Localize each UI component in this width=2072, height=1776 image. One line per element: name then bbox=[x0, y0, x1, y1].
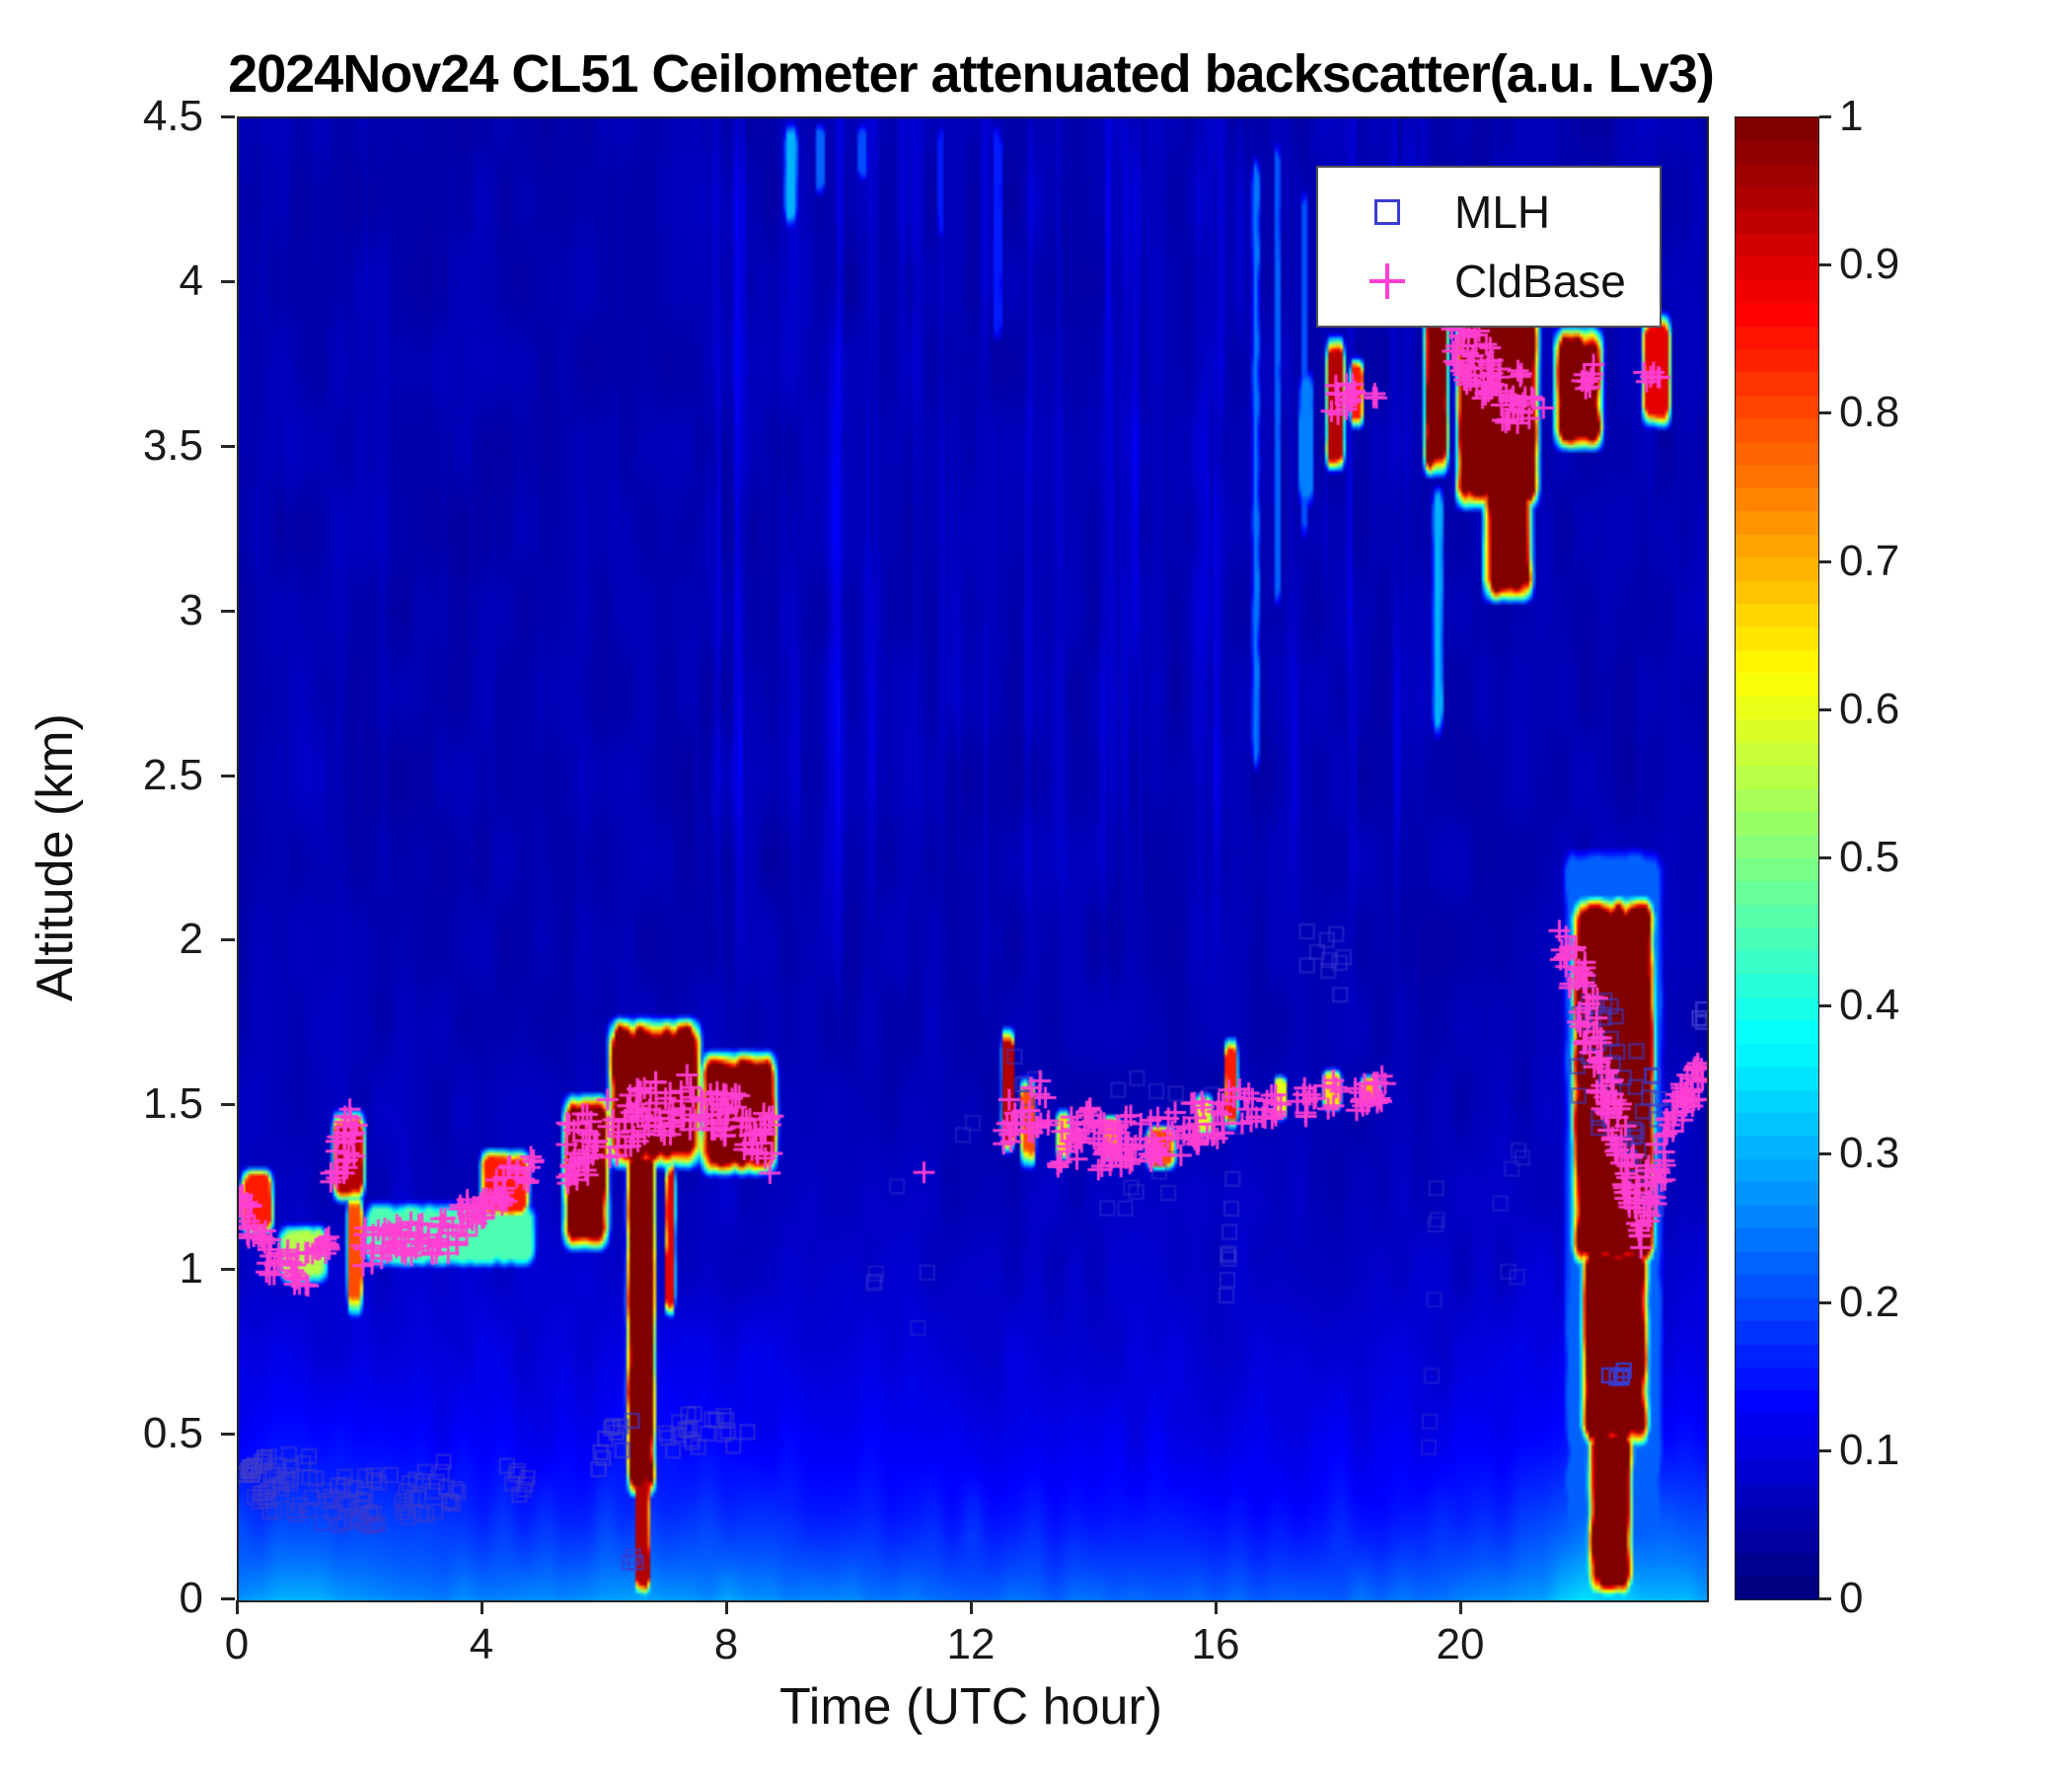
colorbar-tick-mark bbox=[1819, 1004, 1831, 1008]
y-tick-label: 3 bbox=[179, 585, 203, 634]
colorbar-tick-label: 1 bbox=[1839, 92, 1864, 140]
y-tick-mark bbox=[221, 1597, 235, 1600]
colorbar-tick-mark bbox=[1819, 856, 1831, 859]
legend-item-cldbase: CldBase bbox=[1318, 247, 1660, 316]
colorbar-tick-mark bbox=[1819, 1448, 1831, 1452]
scatter-markers-canvas bbox=[239, 118, 1707, 1600]
y-tick-label: 2 bbox=[179, 915, 203, 964]
legend-marker-cell bbox=[1348, 199, 1427, 225]
y-tick-mark bbox=[221, 279, 235, 283]
y-tick-mark bbox=[221, 774, 235, 777]
colorbar-tick-label: 0 bbox=[1839, 1574, 1864, 1622]
x-axis-label: Time (UTC hour) bbox=[778, 1678, 1163, 1736]
x-tick-label: 4 bbox=[469, 1620, 494, 1668]
y-tick-label: 1 bbox=[179, 1244, 203, 1294]
colorbar-tick-label: 0.2 bbox=[1839, 1277, 1900, 1326]
colorbar-tick-mark bbox=[1819, 263, 1831, 267]
colorbar-tick-mark bbox=[1819, 1152, 1831, 1156]
y-tick-label: 2.5 bbox=[142, 750, 203, 799]
colorbar-tick-label: 0.6 bbox=[1839, 684, 1900, 733]
colorbar-tick-label: 0.5 bbox=[1839, 833, 1900, 881]
x-tick-mark bbox=[1459, 1600, 1462, 1614]
x-tick-mark bbox=[481, 1600, 483, 1614]
x-tick-label: 16 bbox=[1191, 1620, 1240, 1668]
cldbase-plus-marker-icon bbox=[1369, 263, 1405, 299]
y-tick-mark bbox=[221, 609, 235, 613]
y-tick-mark bbox=[221, 1103, 235, 1107]
colorbar-tick-mark bbox=[1819, 1597, 1831, 1600]
legend: MLH CldBase bbox=[1316, 166, 1662, 328]
colorbar-tick-label: 0.3 bbox=[1839, 1129, 1900, 1178]
colorbar-tick-mark bbox=[1819, 115, 1831, 118]
x-tick-mark bbox=[1215, 1600, 1218, 1614]
legend-item-mlh: MLH bbox=[1318, 178, 1660, 247]
y-tick-label: 0.5 bbox=[142, 1409, 203, 1458]
y-tick-mark bbox=[221, 1433, 235, 1437]
legend-label-cldbase: CldBase bbox=[1454, 256, 1626, 307]
colorbar-tick-label: 0.8 bbox=[1839, 388, 1900, 437]
x-tick-label: 12 bbox=[946, 1620, 996, 1668]
mlh-square-marker-icon bbox=[1374, 199, 1400, 225]
legend-marker-cell bbox=[1348, 263, 1427, 299]
y-tick-mark bbox=[221, 938, 235, 942]
y-tick-label: 4 bbox=[179, 256, 203, 305]
colorbar-tick-mark bbox=[1819, 707, 1831, 711]
y-tick-mark bbox=[221, 115, 235, 118]
y-tick-label: 3.5 bbox=[142, 420, 203, 470]
colorbar-tick-label: 0.9 bbox=[1839, 240, 1900, 289]
x-tick-mark bbox=[725, 1600, 728, 1614]
x-tick-mark bbox=[970, 1600, 973, 1614]
y-tick-mark bbox=[221, 444, 235, 448]
colorbar-tick-mark bbox=[1819, 411, 1831, 415]
x-tick-label: 8 bbox=[713, 1620, 739, 1668]
colorbar-tick-label: 0.7 bbox=[1839, 536, 1900, 585]
x-tick-mark bbox=[236, 1600, 239, 1614]
colorbar-tick-mark bbox=[1819, 559, 1831, 563]
chart-title: 2024Nov24 CL51 Ceilometer attenuated bac… bbox=[228, 44, 1715, 104]
y-tick-mark bbox=[221, 1268, 235, 1272]
y-tick-label: 1.5 bbox=[142, 1079, 203, 1129]
x-tick-label: 20 bbox=[1436, 1620, 1485, 1668]
colorbar bbox=[1735, 116, 1819, 1600]
legend-label-mlh: MLH bbox=[1454, 186, 1551, 238]
x-tick-label: 0 bbox=[224, 1620, 250, 1668]
plot-area: MLH CldBase bbox=[237, 116, 1709, 1602]
colorbar-tick-label: 0.4 bbox=[1839, 981, 1900, 1030]
y-tick-label: 0 bbox=[179, 1574, 203, 1622]
y-tick-label: 4.5 bbox=[142, 92, 203, 140]
colorbar-tick-label: 0.1 bbox=[1839, 1425, 1900, 1474]
y-axis-label: Altitude (km) bbox=[27, 713, 84, 1001]
colorbar-tick-mark bbox=[1819, 1300, 1831, 1304]
